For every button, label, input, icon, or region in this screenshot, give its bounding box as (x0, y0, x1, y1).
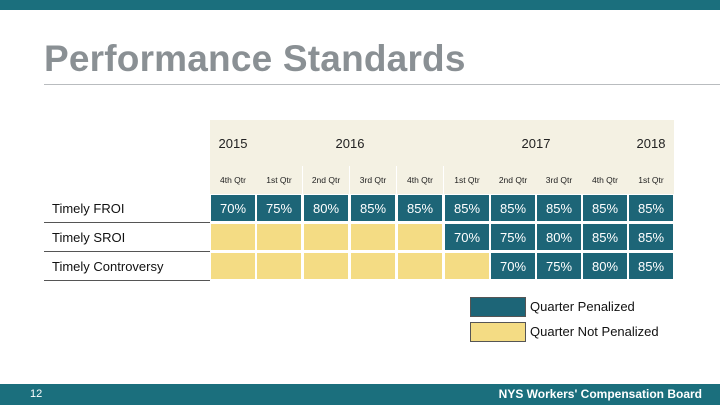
grid-cell (350, 252, 396, 280)
title-divider (44, 84, 720, 85)
quarter-header: 2nd Qtr (303, 166, 349, 194)
grid-cell (256, 223, 302, 251)
row-label-timely-controversy: Timely Controversy (52, 259, 164, 274)
grid-cell: 85% (628, 252, 674, 280)
grid-cell (210, 223, 256, 251)
quarter-header: 4th Qtr (397, 166, 443, 194)
grid-cell (350, 223, 396, 251)
cell-value: 80% (591, 258, 619, 274)
cell-value: 85% (499, 200, 527, 216)
grid-cell (256, 252, 302, 280)
cell-value: 70% (499, 258, 527, 274)
cell-value: 85% (637, 258, 665, 274)
grid-cell: 80% (536, 223, 582, 251)
page-number: 12 (30, 388, 43, 400)
cell-value: 75% (499, 229, 527, 245)
grid-cell: 80% (303, 194, 349, 222)
grid-cell: 75% (536, 252, 582, 280)
legend-label-penalized: Quarter Penalized (530, 299, 635, 314)
grid-cell: 85% (582, 194, 628, 222)
row-divider (44, 251, 210, 252)
quarter-header: 1st Qtr (628, 166, 674, 194)
grid-cell (397, 252, 443, 280)
grid-cell: 85% (582, 223, 628, 251)
cell-value: 85% (637, 200, 665, 216)
cell-value: 85% (359, 200, 387, 216)
grid-cell: 85% (490, 194, 536, 222)
cell-value: 85% (591, 229, 619, 245)
grid-cell: 85% (536, 194, 582, 222)
grid-cell (210, 252, 256, 280)
grid-cell: 70% (210, 194, 256, 222)
cell-value: 80% (545, 229, 573, 245)
footer-bar (0, 384, 720, 405)
grid-cell: 85% (350, 194, 396, 222)
grid-cell: 70% (444, 223, 490, 251)
year-header-2015: 2015 (210, 120, 256, 166)
quarter-header: 3rd Qtr (350, 166, 396, 194)
grid-cell (397, 223, 443, 251)
quarter-header: 1st Qtr (256, 166, 302, 194)
page-title: Performance Standards (44, 38, 466, 79)
grid-cell: 75% (490, 223, 536, 251)
quarter-header: 1st Qtr (444, 166, 490, 194)
cell-value: 70% (219, 200, 247, 216)
year-header-2017: 2017 (444, 120, 628, 166)
cell-value: 75% (545, 258, 573, 274)
cell-value: 85% (453, 200, 481, 216)
grid-cell (303, 223, 349, 251)
grid-cell: 75% (256, 194, 302, 222)
quarter-header: 4th Qtr (582, 166, 628, 194)
cell-value: 85% (406, 200, 434, 216)
legend-swatch-not-penalized (470, 322, 526, 342)
row-divider (44, 222, 210, 223)
grid-cell (303, 252, 349, 280)
cell-value: 85% (637, 229, 665, 245)
grid-cell: 80% (582, 252, 628, 280)
year-header-2016: 2016 (256, 120, 444, 166)
row-label-timely-sroi: Timely SROI (52, 230, 126, 245)
cell-value: 85% (545, 200, 573, 216)
grid-cell: 85% (397, 194, 443, 222)
grid-cell (444, 252, 490, 280)
quarter-header: 2nd Qtr (490, 166, 536, 194)
row-label-timely-froi: Timely FROI (52, 201, 125, 216)
grid-cell: 85% (628, 223, 674, 251)
year-header-2018: 2018 (628, 120, 674, 166)
grid-cell: 85% (628, 194, 674, 222)
organization-name: NYS Workers' Compensation Board (498, 387, 702, 401)
cell-value: 75% (265, 200, 293, 216)
grid-cell: 85% (444, 194, 490, 222)
quarter-header: 3rd Qtr (536, 166, 582, 194)
row-divider (44, 280, 210, 281)
legend-swatch-penalized (470, 297, 526, 317)
legend-label-not-penalized: Quarter Not Penalized (530, 324, 659, 339)
cell-value: 80% (312, 200, 340, 216)
cell-value: 70% (453, 229, 481, 245)
grid-cell: 70% (490, 252, 536, 280)
top-accent-bar (0, 0, 720, 10)
cell-value: 85% (591, 200, 619, 216)
quarter-header: 4th Qtr (210, 166, 256, 194)
